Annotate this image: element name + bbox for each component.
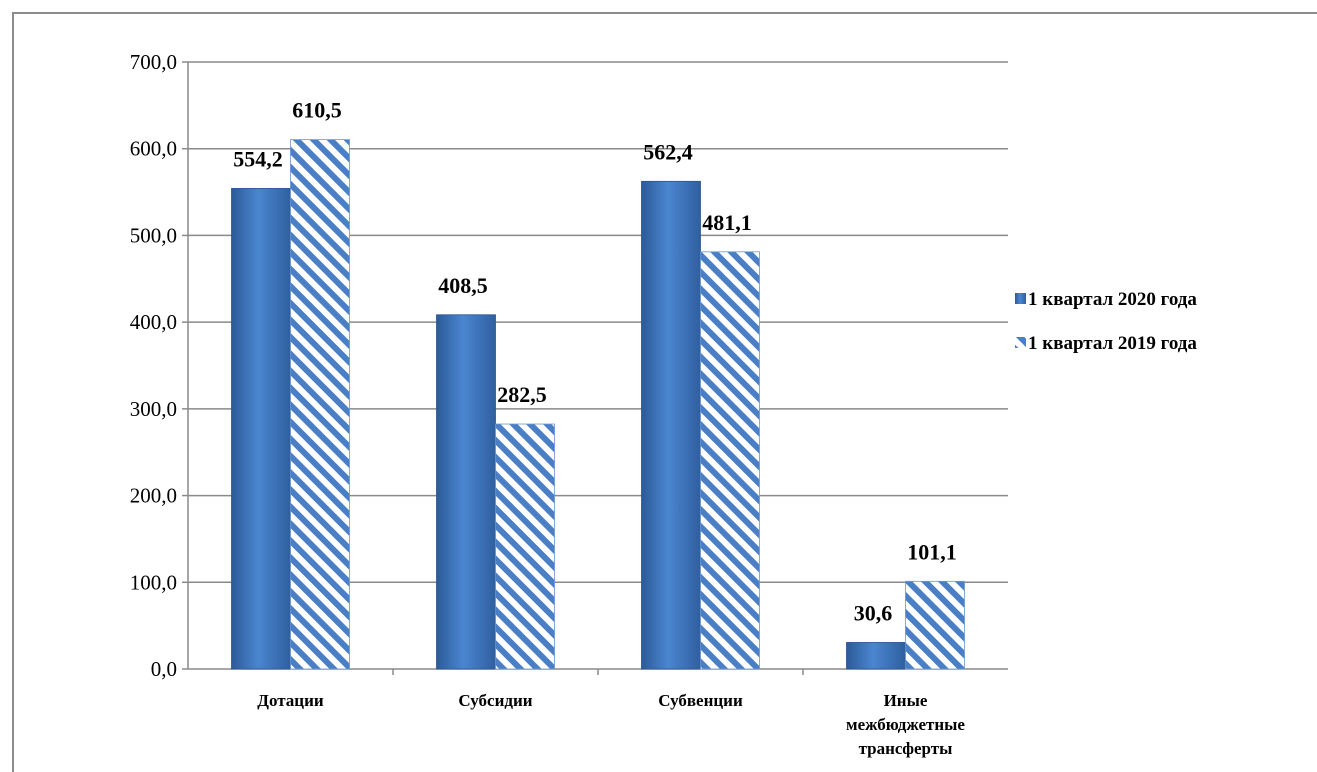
data-label: 30,6 (854, 600, 893, 625)
bars (231, 139, 965, 670)
y-tick-label: 400,0 (130, 310, 177, 334)
data-label: 481,1 (702, 210, 752, 235)
labels: 554,2 610,5 Дотации 408,5 282,5 Субсидии 562,4… (233, 98, 965, 758)
data-label: 282,5 (497, 382, 547, 407)
category-label: Иные (884, 691, 928, 710)
data-label: 562,4 (643, 139, 693, 164)
category-label: межбюджетные (846, 715, 965, 734)
bar (436, 314, 496, 670)
bar (290, 139, 350, 670)
data-label: 554,2 (233, 146, 283, 171)
legend: 1 квартал 2020 года 1 квартал 2019 года (1015, 289, 1197, 354)
y-tick-label: 200,0 (130, 484, 177, 508)
y-tick-label: 300,0 (130, 397, 177, 421)
legend-swatch (1015, 293, 1026, 304)
bar (231, 188, 291, 670)
y-tick-label: 600,0 (130, 137, 177, 161)
bar (641, 180, 701, 670)
data-label: 408,5 (438, 273, 488, 298)
y-tick-label: 0,0 (151, 657, 177, 681)
bar (846, 642, 906, 670)
category-label: Дотации (257, 691, 324, 710)
legend-swatch (1015, 337, 1026, 348)
bar (495, 423, 555, 670)
data-label: 610,5 (292, 98, 342, 123)
axes: 0,0 100,0 200,0 300,0 400,0 500,0 600,0 700,0 (130, 50, 1008, 681)
category-label: Субсидии (458, 691, 532, 710)
y-tick-label: 100,0 (130, 570, 177, 594)
y-tick-label: 700,0 (130, 50, 177, 74)
data-label: 101,1 (907, 539, 957, 564)
category-label: трансферты (859, 739, 953, 758)
bar (700, 251, 760, 670)
legend-label: 1 квартал 2020 года (1028, 289, 1197, 310)
legend-label: 1 квартал 2019 года (1028, 333, 1197, 354)
y-tick-label: 500,0 (130, 223, 177, 247)
category-label: Субвенции (658, 691, 743, 710)
bar (905, 580, 965, 670)
